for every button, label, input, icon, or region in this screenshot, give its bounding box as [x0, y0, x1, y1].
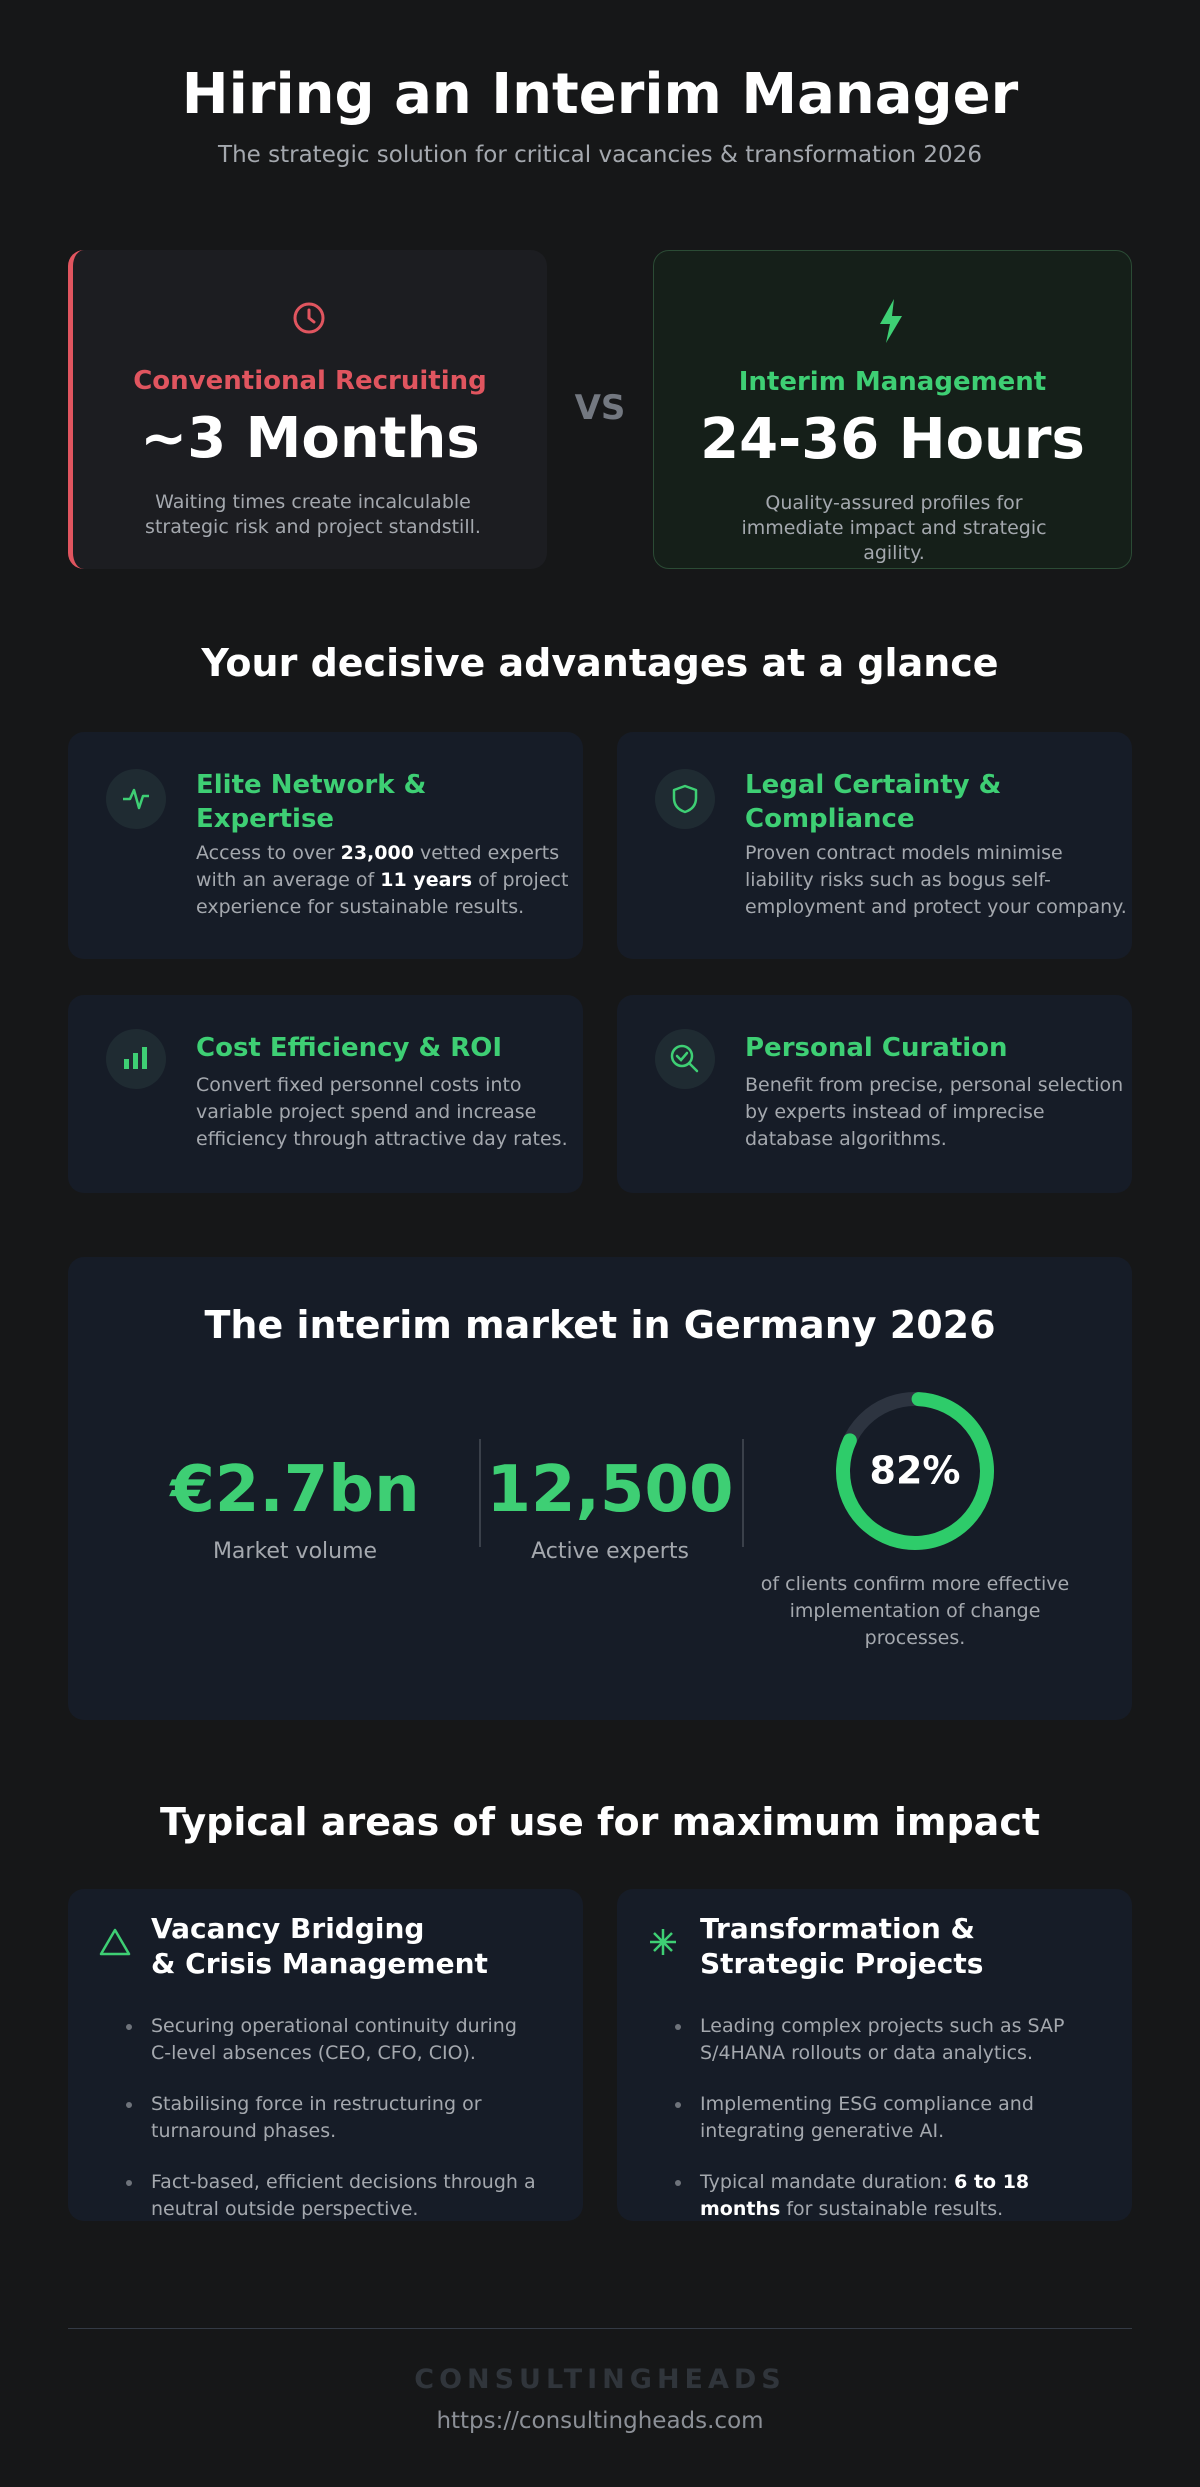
comparison-description: Waiting times create incalculable strate… [145, 491, 481, 538]
text-run: of project experience for sustainable re… [196, 869, 569, 918]
advantage-card: Legal Certainty & Compliance Proven cont… [617, 732, 1132, 959]
comparison-label: Conventional Recruiting [133, 366, 487, 396]
text-run: Implementing ESG compliance and integrat… [700, 2093, 1034, 2142]
title-line: Vacancy Bridging [151, 1912, 425, 1945]
advantage-title: Legal Certainty & Compliance [745, 770, 1002, 834]
market-panel: The interim market in Germany 2026 €2.7b… [68, 1257, 1132, 1720]
advantage-title: Cost Efficiency & ROI [196, 1033, 503, 1063]
bars-icon [124, 1047, 147, 1069]
stat-label: Active experts [531, 1539, 689, 1564]
donut-arc [836, 1392, 994, 1550]
icon-circle [655, 769, 715, 829]
comparison-card: Conventional Recruiting ~3 Months Waitin… [68, 250, 547, 569]
page-title: Hiring an Interim Manager [181, 62, 1019, 127]
comparison-value: 24-36 Hours [700, 407, 1085, 472]
donut-chart: 82% [836, 1392, 994, 1550]
comparison-card: Interim Management 24-36 Hours Quality-a… [653, 250, 1132, 569]
bullet: Fact-based, efficient decisions through … [126, 2169, 541, 2223]
footer-rule [68, 2328, 1132, 2329]
text-run: Proven contract models minimise liabilit… [745, 842, 1127, 918]
bolt-icon [880, 299, 902, 343]
bullet-text: Fact-based, efficient decisions through … [151, 2171, 536, 2220]
bullet: Typical mandate duration: 6 to 18 months… [675, 2169, 1090, 2223]
text-run: vetted experts with an average of [196, 842, 560, 891]
advantage-body: Access to over 23,000 vetted experts wit… [196, 840, 586, 921]
shield-icon [672, 784, 698, 814]
stat-value: €2.7bn [170, 1453, 420, 1527]
area-title: Transformation & Strategic Projects [700, 1911, 983, 1981]
area-card: Transformation & Strategic Projects Leadi… [617, 1889, 1132, 2221]
section-heading: Typical areas of use for maximum impact [159, 1800, 1041, 1844]
comparison-description: Quality-assured profiles for immediate i… [741, 492, 1047, 564]
versus: VS [574, 388, 626, 428]
emphasis: 6 to 18 months [700, 2171, 1030, 2220]
text-run: Access to over [196, 842, 341, 864]
text-run: Securing operational continuity during C… [151, 2015, 517, 2064]
text-run: Typical mandate duration: [700, 2171, 955, 2193]
icon-circle [106, 769, 166, 829]
text-run: Convert fixed personnel costs into varia… [196, 1074, 568, 1150]
bullet: Stabilising force in restructuring or tu… [126, 2091, 541, 2145]
advantage-title: Personal Curation [745, 1033, 1008, 1063]
text-run: Benefit from precise, personal selection… [745, 1074, 1124, 1150]
area-card: Vacancy Bridging & Crisis Management Secu… [68, 1889, 583, 2221]
search-check-icon [670, 1044, 699, 1073]
text-run: Leading complex projects such as SAP S/4… [700, 2015, 1065, 2064]
emphasis: 23,000 [340, 842, 414, 864]
text-run: Fact-based, efficient decisions through … [151, 2171, 536, 2220]
title-line: Transformation & [700, 1912, 975, 1945]
advantage-title: Elite Network & Expertise [196, 770, 427, 834]
advantage-card: Cost Efficiency & ROI Convert fixed pers… [68, 995, 583, 1193]
title-line: Strategic Projects [700, 1947, 984, 1980]
emphasis: 11 years [380, 869, 473, 891]
page-subtitle: The strategic solution for critical vaca… [218, 142, 982, 168]
bullet: Leading complex projects such as SAP S/4… [675, 2013, 1090, 2067]
icon-circle [655, 1029, 715, 1089]
stat-value: 12,500 [486, 1453, 734, 1527]
bullet-text: Implementing ESG compliance and integrat… [700, 2093, 1034, 2142]
comparison-value: ~3 Months [140, 406, 480, 471]
advantage-body: Proven contract models minimise liabilit… [745, 840, 1135, 921]
spark-icon [650, 1929, 676, 1955]
bullet-text: Stabilising force in restructuring or tu… [151, 2093, 482, 2142]
section-heading: The interim market in Germany 2026 [204, 1303, 996, 1347]
divider [742, 1439, 744, 1547]
area-title: Vacancy Bridging & Crisis Management [151, 1911, 488, 1981]
advantage-body: Convert fixed personnel costs into varia… [196, 1072, 586, 1153]
footer-brand: CONSULTINGHEADS [414, 2364, 786, 2395]
text-run: for sustainable results. [780, 2198, 1004, 2220]
donut-label: 82% [870, 1449, 961, 1493]
advantage-body: Benefit from precise, personal selection… [745, 1072, 1135, 1153]
advantage-card: Personal Curation Benefit from precise, … [617, 995, 1132, 1193]
text-run: Stabilising force in restructuring or tu… [151, 2093, 482, 2142]
bullet: Securing operational continuity during C… [126, 2013, 541, 2067]
clock-icon [293, 302, 325, 334]
advantage-card: Elite Network & Expertise Access to over… [68, 732, 583, 959]
section-heading: Your decisive advantages at a glance [201, 641, 999, 685]
title-line: & Crisis Management [151, 1947, 488, 1980]
stat-label: Market volume [212, 1539, 378, 1564]
bullet-text: Typical mandate duration: 6 to 18 months… [700, 2171, 1029, 2220]
divider [479, 1439, 481, 1547]
bullet-text: Securing operational continuity during C… [151, 2015, 517, 2064]
footer-url[interactable]: https://consultingheads.com [436, 2408, 764, 2434]
pulse-icon [123, 788, 149, 810]
comparison-label: Interim Management [738, 367, 1047, 397]
icon-circle [106, 1029, 166, 1089]
bullet: Implementing ESG compliance and integrat… [675, 2091, 1090, 2145]
donut-caption: of clients confirm more effective implem… [760, 1573, 1070, 1649]
triangle-icon [99, 1928, 131, 1956]
bullet-text: Leading complex projects such as SAP S/4… [700, 2015, 1064, 2064]
